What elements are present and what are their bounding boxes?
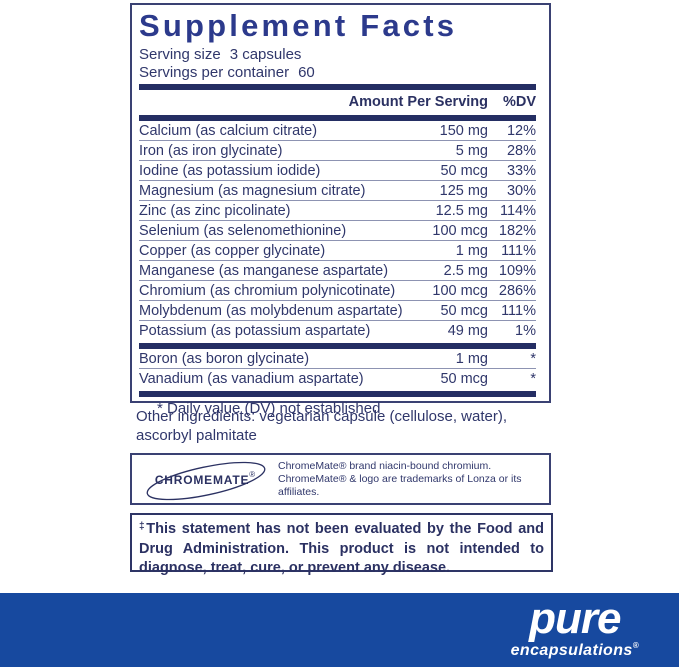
table-row: Chromium (as chromium polynicotinate) 10… [139,280,536,300]
fda-disclaimer-text: This statement has not been evaluated by… [139,521,545,576]
thick-rule [139,343,536,349]
thick-rule [139,84,536,90]
thick-rule [139,115,536,121]
double-dagger-mark: ‡ [139,521,147,532]
pure-encapsulations-logo: pure encapsulations® [510,594,639,659]
brand-name: pure [529,594,621,643]
serving-size-value: 3 capsules [229,46,302,63]
column-header-dv: %DV [502,94,536,110]
servings-per-container-line: Servings per container 60 [139,64,536,82]
table-row: Vanadium (as vanadium aspartate) 50 mcg … [139,368,536,388]
table-header-row: Amount Per Serving %DV [139,90,536,112]
table-row: Calcium (as calcium citrate) 150 mg 12% [139,123,536,139]
chromemate-swoosh-icon [146,461,266,501]
thick-rule [139,391,536,397]
fda-disclaimer-box: ‡This statement has not been evaluated b… [130,513,553,576]
column-header-amount: Amount Per Serving [348,94,488,110]
dv-footnote: * Daily value (DV) not established [157,400,381,417]
serving-size-label: Serving size [139,46,221,63]
table-row: Iron (as iron glycinate) 5 mg 28% [139,140,536,160]
serving-size-line: Serving size 3 capsules [139,46,536,64]
table-row: Boron (as boron glycinate) 1 mg * [139,351,536,367]
table-row: Copper (as copper glycinate) 1 mg 111% [139,240,536,260]
table-row: Molybdenum (as molybdenum aspartate) 50 … [139,300,536,320]
servings-per-container-value: 60 [298,63,315,81]
chromemate-note: ChromeMate® brand niacin-bound chromium.… [278,459,522,498]
other-ingredients-text: Other ingredients: vegetarian capsule (c… [136,408,508,444]
chromemate-box: ChromeMate® ChromeMate® brand niacin-bou… [130,453,551,505]
table-row: Potassium (as potassium aspartate) 49 mg… [139,320,536,340]
chromemate-logo: ChromeMate® [132,461,278,501]
brand-band: pure encapsulations® [0,593,679,667]
chromemate-logo-text: ChromeMate [154,469,250,488]
brand-subname: encapsulations® [510,641,639,659]
registered-mark: ® [249,470,256,479]
table-row: Magnesium (as magnesium citrate) 125 mg … [139,180,536,200]
table-row: Selenium (as selenomethionine) 100 mcg 1… [139,220,536,240]
table-row: Iodine (as potassium iodide) 50 mcg 33% [139,160,536,180]
supplement-facts-panel: Supplement Facts Serving size 3 capsules… [130,3,551,417]
registered-mark: ® [632,641,639,650]
servings-per-container-label: Servings per container [139,63,290,81]
table-row: Manganese (as manganese aspartate) 2.5 m… [139,260,536,280]
table-row: Zinc (as zinc picolinate) 12.5 mg 114% [139,200,536,220]
panel-title: Supplement Facts [139,8,458,43]
